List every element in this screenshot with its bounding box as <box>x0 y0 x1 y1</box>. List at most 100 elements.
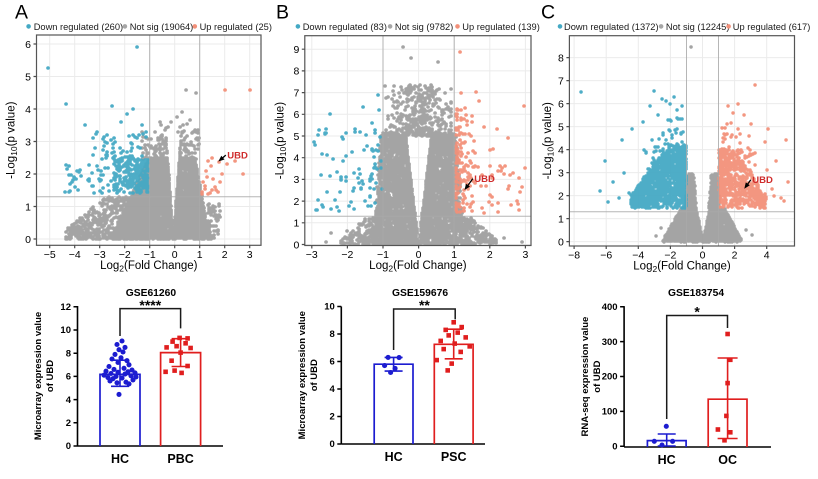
svg-text:Up regulated (617): Up regulated (617) <box>733 22 811 32</box>
svg-text:0: 0 <box>172 249 178 261</box>
svg-text:5: 5 <box>293 131 299 143</box>
svg-text:400: 400 <box>602 302 618 313</box>
svg-text:PBC: PBC <box>167 452 193 466</box>
svg-text:0: 0 <box>612 441 617 452</box>
svg-text:1: 1 <box>197 249 203 261</box>
svg-text:0: 0 <box>330 439 335 450</box>
svg-text:Up regulated (25): Up regulated (25) <box>200 22 272 32</box>
svg-text:Log2(Fold Change): Log2(Fold Change) <box>369 260 467 274</box>
svg-text:HC: HC <box>385 450 403 464</box>
svg-text:0: 0 <box>700 250 706 262</box>
svg-text:0: 0 <box>66 441 71 452</box>
svg-text:Log2(Fold Change): Log2(Fold Change) <box>633 261 731 275</box>
svg-text:−4: −4 <box>69 249 81 261</box>
svg-text:12: 12 <box>60 302 71 313</box>
svg-text:−6: −6 <box>600 250 612 262</box>
svg-text:**: ** <box>419 297 430 313</box>
svg-text:1: 1 <box>451 249 457 261</box>
svg-text:Up regulated (139): Up regulated (139) <box>462 22 540 32</box>
svg-text:1: 1 <box>25 201 31 213</box>
svg-text:4: 4 <box>330 384 336 395</box>
svg-text:0: 0 <box>293 239 299 251</box>
svg-text:6: 6 <box>293 109 299 121</box>
svg-text:3: 3 <box>522 249 528 261</box>
svg-text:−1: −1 <box>377 249 389 261</box>
svg-text:5: 5 <box>558 121 564 133</box>
svg-text:Not sig (19064): Not sig (19064) <box>130 22 194 32</box>
svg-text:2: 2 <box>222 249 228 261</box>
svg-text:Microarray expression value: Microarray expression value <box>297 311 308 439</box>
svg-text:200: 200 <box>602 372 618 383</box>
svg-text:0: 0 <box>558 236 564 248</box>
svg-text:2: 2 <box>558 190 564 202</box>
svg-text:10: 10 <box>60 325 71 336</box>
svg-text:C: C <box>541 1 555 23</box>
svg-text:Down regulated (260): Down regulated (260) <box>34 22 123 32</box>
svg-text:2: 2 <box>487 249 493 261</box>
svg-text:8: 8 <box>558 52 564 64</box>
svg-text:3: 3 <box>247 249 253 261</box>
svg-text:300: 300 <box>602 337 618 348</box>
svg-text:7: 7 <box>558 75 564 87</box>
svg-text:100: 100 <box>602 407 618 418</box>
svg-text:0: 0 <box>25 234 31 246</box>
svg-text:−3: −3 <box>306 249 318 261</box>
svg-text:UBD: UBD <box>227 150 248 161</box>
svg-text:Down regulated (1372): Down regulated (1372) <box>564 22 659 32</box>
svg-text:of UBD: of UBD <box>592 360 603 392</box>
svg-text:-Log10(p value): -Log10(p value) <box>275 102 289 179</box>
svg-text:HC: HC <box>111 452 129 466</box>
svg-text:of UBD: of UBD <box>309 359 320 391</box>
svg-text:4: 4 <box>25 104 31 116</box>
svg-text:Microarray expression value: Microarray expression value <box>33 312 44 440</box>
svg-text:7: 7 <box>293 87 299 99</box>
svg-text:of UBD: of UBD <box>45 360 56 392</box>
svg-text:Log2(Fold Change): Log2(Fold Change) <box>100 260 198 274</box>
svg-text:−2: −2 <box>341 249 353 261</box>
svg-text:−2: −2 <box>119 249 131 261</box>
svg-text:UBD: UBD <box>474 174 495 185</box>
svg-text:2: 2 <box>66 418 71 429</box>
svg-text:4: 4 <box>66 395 72 406</box>
svg-text:6: 6 <box>330 357 335 368</box>
svg-text:1: 1 <box>558 213 564 225</box>
svg-text:−4: −4 <box>632 250 644 262</box>
svg-text:3: 3 <box>293 174 299 186</box>
svg-text:1: 1 <box>293 218 299 230</box>
svg-text:4: 4 <box>293 153 299 165</box>
svg-text:****: **** <box>139 297 161 313</box>
svg-text:*: * <box>694 304 700 320</box>
svg-text:−8: −8 <box>568 250 580 262</box>
svg-text:A: A <box>15 1 28 23</box>
svg-text:GSE61260: GSE61260 <box>126 288 177 299</box>
svg-text:−3: −3 <box>94 249 106 261</box>
svg-text:8: 8 <box>293 66 299 78</box>
svg-text:−2: −2 <box>664 250 676 262</box>
svg-text:−1: −1 <box>144 249 156 261</box>
svg-text:0: 0 <box>416 249 422 261</box>
svg-text:Not sig (12245): Not sig (12245) <box>666 22 730 32</box>
svg-text:6: 6 <box>66 372 71 383</box>
svg-text:2: 2 <box>293 196 299 208</box>
svg-text:GSE159676: GSE159676 <box>392 288 448 299</box>
svg-text:B: B <box>276 1 289 23</box>
svg-text:3: 3 <box>25 136 31 148</box>
svg-text:UBD: UBD <box>752 175 773 186</box>
svg-text:2: 2 <box>330 412 335 423</box>
svg-text:Down regulated (83): Down regulated (83) <box>303 22 387 32</box>
svg-text:HC: HC <box>658 453 676 467</box>
svg-text:-Log10(p value): -Log10(p value) <box>6 101 20 178</box>
svg-text:-Log10(p value): -Log10(p value) <box>542 102 556 179</box>
svg-text:−5: −5 <box>44 249 56 261</box>
svg-text:4: 4 <box>558 144 564 156</box>
svg-text:6: 6 <box>558 98 564 110</box>
svg-text:10: 10 <box>324 302 335 313</box>
svg-text:9: 9 <box>293 44 299 56</box>
svg-text:5: 5 <box>25 71 31 83</box>
svg-text:4: 4 <box>764 250 770 262</box>
svg-text:GSE183754: GSE183754 <box>668 288 724 299</box>
svg-text:PSC: PSC <box>441 450 467 464</box>
svg-text:RNA-seq expression value: RNA-seq expression value <box>580 317 591 437</box>
svg-text:8: 8 <box>66 348 71 359</box>
svg-text:8: 8 <box>330 329 335 340</box>
